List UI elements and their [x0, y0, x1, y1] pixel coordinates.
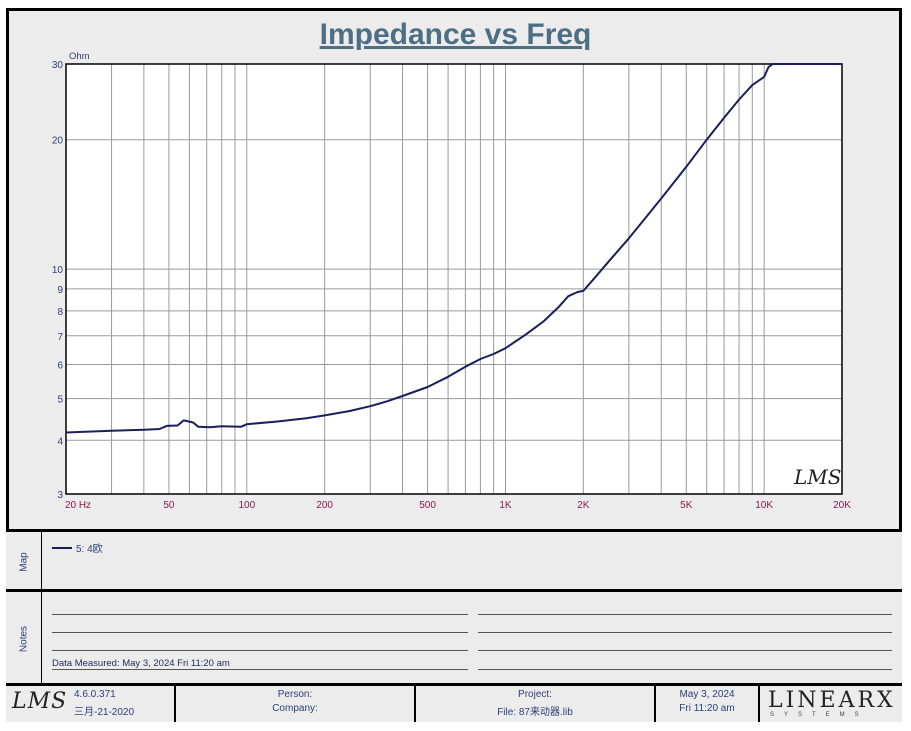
- note-line: [478, 632, 892, 633]
- note-line: [478, 669, 892, 670]
- person-label: Person:: [277, 689, 313, 700]
- chart-title: Impedance vs Freq: [319, 18, 592, 51]
- y-axis-unit: Ohm: [69, 51, 90, 62]
- footer-date-cell: May 3, 2024 Fri 11:20 am: [656, 686, 760, 722]
- note-line: [52, 669, 468, 670]
- plot-border: [65, 63, 843, 495]
- note-line: [52, 614, 468, 615]
- legend-entry-label: 5: 4欧: [76, 544, 103, 555]
- y-tick-label: 10: [52, 265, 64, 276]
- note-line: [478, 614, 892, 615]
- x-tick-label: 500: [419, 500, 436, 511]
- footer-brand-cell: LINEARX SYSTEMS: [760, 686, 896, 722]
- date-text: May 3, 2024: [679, 689, 735, 700]
- project-label: Project:: [518, 689, 552, 700]
- note-line: [52, 632, 468, 633]
- map-section: Map 5: 4欧: [6, 529, 902, 591]
- x-tick-label: 20 Hz: [65, 500, 91, 511]
- x-tick-label: 2K: [577, 500, 590, 511]
- x-tick-label: 50: [163, 500, 175, 511]
- x-tick-label: 20K: [833, 500, 851, 511]
- footer-project-cell: Project: File: 87来动器.lib: [416, 686, 656, 722]
- time-text: Fri 11:20 am: [679, 703, 735, 714]
- notes-side-label: Notes: [6, 592, 42, 685]
- impedance-curve: [65, 63, 842, 434]
- note-line: [478, 650, 892, 651]
- y-tick-label: 20: [52, 136, 64, 147]
- file-label: File: 87来动器.lib: [497, 707, 573, 718]
- y-tick-label: 6: [57, 361, 63, 372]
- y-tick-label: 30: [52, 60, 64, 71]
- x-tick-label: 200: [316, 500, 333, 511]
- y-tick-label: 9: [57, 285, 63, 296]
- company-label: Company:: [272, 703, 318, 714]
- footer-person-cell: Person: Company:: [176, 686, 416, 722]
- version-date-text: 三月-21-2020: [74, 707, 135, 718]
- data-measured-text: Data Measured: May 3, 2024 Fri 11:20 am: [52, 658, 230, 669]
- x-tick-label: 100: [238, 500, 255, 511]
- systems-text: SYSTEMS: [770, 712, 869, 718]
- x-tick-label: 10K: [755, 500, 773, 511]
- y-tick-label: 4: [57, 436, 63, 447]
- plot-area: [66, 64, 842, 494]
- impedance-chart: 20 Hz 50 100 200 500 1K 2K 5K 10K 20K 3 4 5 6 7 8 9 10 20 3…: [52, 51, 851, 511]
- note-line: [52, 650, 468, 651]
- y-tick-label: 7: [57, 332, 63, 343]
- legend-entry: 5: 4欧: [52, 540, 103, 555]
- notes-section: Notes Data Measured: May 3, 2024 Fri 11:…: [6, 589, 902, 685]
- y-tick-label: 3: [57, 490, 63, 501]
- y-tick-label: 5: [57, 395, 63, 406]
- footer-bar: LMS 4.6.0.371 三月-21-2020 Person: Company…: [6, 683, 902, 722]
- lms-watermark: LMS: [793, 465, 841, 489]
- y-tick-label: 8: [57, 307, 63, 318]
- linearx-logo: LINEARX: [768, 688, 896, 713]
- x-tick-label: 1K: [499, 500, 512, 511]
- map-side-label: Map: [6, 532, 42, 591]
- legend-line-swatch: [52, 546, 72, 549]
- x-tick-label: 5K: [680, 500, 693, 511]
- lms-logo: LMS: [12, 689, 68, 714]
- footer-version-cell: LMS 4.6.0.371 三月-21-2020: [6, 686, 176, 722]
- version-text: 4.6.0.371: [74, 689, 116, 700]
